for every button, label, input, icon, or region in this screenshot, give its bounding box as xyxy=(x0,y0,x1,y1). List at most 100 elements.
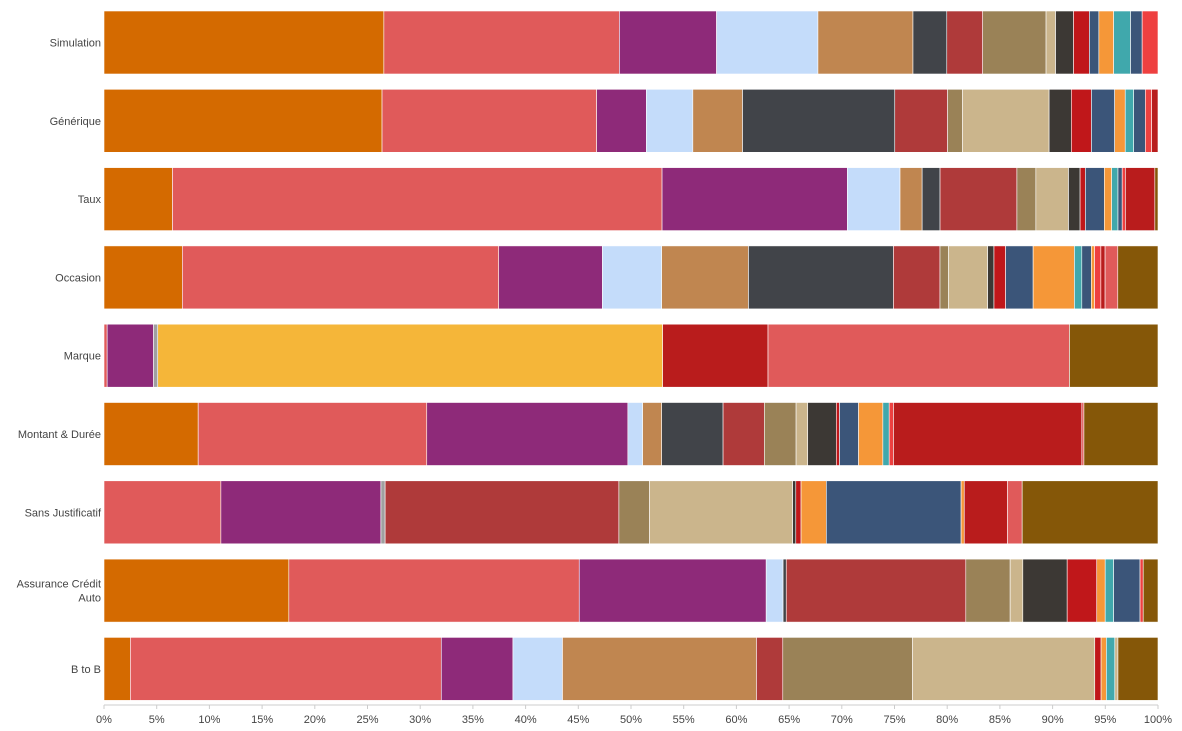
bar-segment-8-11[interactable] xyxy=(1114,637,1119,701)
bar-segment-5-4[interactable] xyxy=(642,402,662,466)
bar-segment-2-16[interactable] xyxy=(1125,167,1156,231)
bar-segment-0-1[interactable] xyxy=(383,10,620,75)
bar-segment-8-12[interactable] xyxy=(1117,637,1159,701)
bar-segment-6-11[interactable] xyxy=(963,480,1008,545)
bar-segment-3-15[interactable] xyxy=(1091,245,1095,310)
bar-segment-0-0[interactable] xyxy=(103,10,385,75)
bar-segment-2-2[interactable] xyxy=(661,167,848,231)
bar-segment-6-9[interactable] xyxy=(826,480,962,545)
bar-segment-6-4[interactable] xyxy=(618,480,650,545)
bar-segment-3-3[interactable] xyxy=(602,245,662,310)
bar-segment-8-2[interactable] xyxy=(440,637,514,701)
bar-segment-7-13[interactable] xyxy=(1139,558,1144,623)
bar-segment-4-2[interactable] xyxy=(153,323,159,388)
bar-segment-6-10[interactable] xyxy=(960,480,965,545)
bar-segment-1-11[interactable] xyxy=(1091,89,1115,153)
bar-segment-5-3[interactable] xyxy=(627,402,643,466)
bar-segment-3-6[interactable] xyxy=(893,245,941,310)
bar-segment-3-2[interactable] xyxy=(498,245,603,310)
bar-segment-5-16[interactable] xyxy=(1081,402,1085,466)
bar-segment-5-7[interactable] xyxy=(764,402,797,466)
bar-segment-7-0[interactable] xyxy=(103,558,290,623)
bar-segment-4-3[interactable] xyxy=(157,323,663,388)
bar-segment-5-0[interactable] xyxy=(103,402,199,466)
bar-segment-4-5[interactable] xyxy=(767,323,1070,388)
bar-segment-1-5[interactable] xyxy=(742,89,896,153)
bar-segment-2-7[interactable] xyxy=(1016,167,1037,231)
bar-segment-2-17[interactable] xyxy=(1154,167,1159,231)
bar-segment-0-12[interactable] xyxy=(1098,10,1114,75)
bar-segment-5-14[interactable] xyxy=(888,402,894,466)
bar-segment-7-9[interactable] xyxy=(1066,558,1098,623)
bar-segment-1-9[interactable] xyxy=(1048,89,1072,153)
bar-segment-1-6[interactable] xyxy=(894,89,948,153)
bar-segment-1-12[interactable] xyxy=(1114,89,1126,153)
bar-segment-0-13[interactable] xyxy=(1113,10,1131,75)
bar-segment-6-13[interactable] xyxy=(1021,480,1159,545)
bar-segment-0-2[interactable] xyxy=(619,10,717,75)
bar-segment-2-0[interactable] xyxy=(103,167,173,231)
bar-segment-7-7[interactable] xyxy=(1009,558,1024,623)
bar-segment-4-4[interactable] xyxy=(662,323,769,388)
bar-segment-2-12[interactable] xyxy=(1104,167,1112,231)
bar-segment-2-8[interactable] xyxy=(1035,167,1069,231)
bar-segment-3-10[interactable] xyxy=(993,245,1006,310)
bar-segment-8-6[interactable] xyxy=(782,637,913,701)
bar-segment-1-3[interactable] xyxy=(646,89,694,153)
bar-segment-7-2[interactable] xyxy=(578,558,767,623)
bar-segment-0-6[interactable] xyxy=(946,10,983,75)
bar-segment-6-5[interactable] xyxy=(649,480,793,545)
bar-segment-6-3[interactable] xyxy=(384,480,620,545)
bar-segment-5-2[interactable] xyxy=(426,402,629,466)
bar-segment-1-13[interactable] xyxy=(1124,89,1134,153)
bar-segment-3-4[interactable] xyxy=(661,245,749,310)
bar-segment-5-6[interactable] xyxy=(722,402,765,466)
bar-segment-3-8[interactable] xyxy=(948,245,988,310)
bar-segment-1-15[interactable] xyxy=(1145,89,1152,153)
bar-segment-5-1[interactable] xyxy=(197,402,428,466)
bar-segment-6-2[interactable] xyxy=(380,480,386,545)
bar-segment-3-9[interactable] xyxy=(987,245,995,310)
bar-segment-5-15[interactable] xyxy=(893,402,1083,466)
bar-segment-7-5[interactable] xyxy=(785,558,967,623)
bar-segment-2-5[interactable] xyxy=(921,167,941,231)
bar-segment-7-3[interactable] xyxy=(765,558,784,623)
bar-segment-6-1[interactable] xyxy=(220,480,382,545)
bar-segment-4-6[interactable] xyxy=(1069,323,1159,388)
bar-segment-6-6[interactable] xyxy=(792,480,797,545)
bar-segment-7-14[interactable] xyxy=(1142,558,1159,623)
bar-segment-7-8[interactable] xyxy=(1022,558,1068,623)
bar-segment-4-0[interactable] xyxy=(103,323,108,388)
bar-segment-1-2[interactable] xyxy=(596,89,647,153)
bar-segment-2-9[interactable] xyxy=(1068,167,1081,231)
bar-segment-7-11[interactable] xyxy=(1104,558,1114,623)
bar-segment-0-7[interactable] xyxy=(982,10,1047,75)
bar-segment-2-14[interactable] xyxy=(1117,167,1123,231)
bar-segment-2-6[interactable] xyxy=(939,167,1018,231)
bar-segment-6-0[interactable] xyxy=(103,480,222,545)
bar-segment-7-6[interactable] xyxy=(965,558,1011,623)
bar-segment-7-1[interactable] xyxy=(288,558,580,623)
bar-segment-5-13[interactable] xyxy=(882,402,890,466)
bar-segment-8-5[interactable] xyxy=(756,637,784,701)
bar-segment-3-13[interactable] xyxy=(1074,245,1083,310)
bar-segment-8-9[interactable] xyxy=(1100,637,1107,701)
bar-segment-0-5[interactable] xyxy=(912,10,948,75)
bar-segment-3-5[interactable] xyxy=(748,245,894,310)
bar-segment-8-4[interactable] xyxy=(562,637,757,701)
bar-segment-3-17[interactable] xyxy=(1100,245,1106,310)
bar-segment-2-1[interactable] xyxy=(172,167,663,231)
bar-segment-0-9[interactable] xyxy=(1055,10,1074,75)
bar-segment-0-10[interactable] xyxy=(1073,10,1090,75)
bar-segment-4-1[interactable] xyxy=(106,323,154,388)
bar-segment-3-1[interactable] xyxy=(182,245,500,310)
bar-segment-0-11[interactable] xyxy=(1089,10,1100,75)
bar-segment-0-4[interactable] xyxy=(817,10,914,75)
bar-segment-7-4[interactable] xyxy=(782,558,787,623)
bar-segment-5-11[interactable] xyxy=(839,402,859,466)
bar-segment-1-4[interactable] xyxy=(692,89,743,153)
bar-segment-1-16[interactable] xyxy=(1151,89,1159,153)
bar-segment-1-8[interactable] xyxy=(962,89,1050,153)
bar-segment-6-8[interactable] xyxy=(800,480,827,545)
bar-segment-2-4[interactable] xyxy=(899,167,923,231)
